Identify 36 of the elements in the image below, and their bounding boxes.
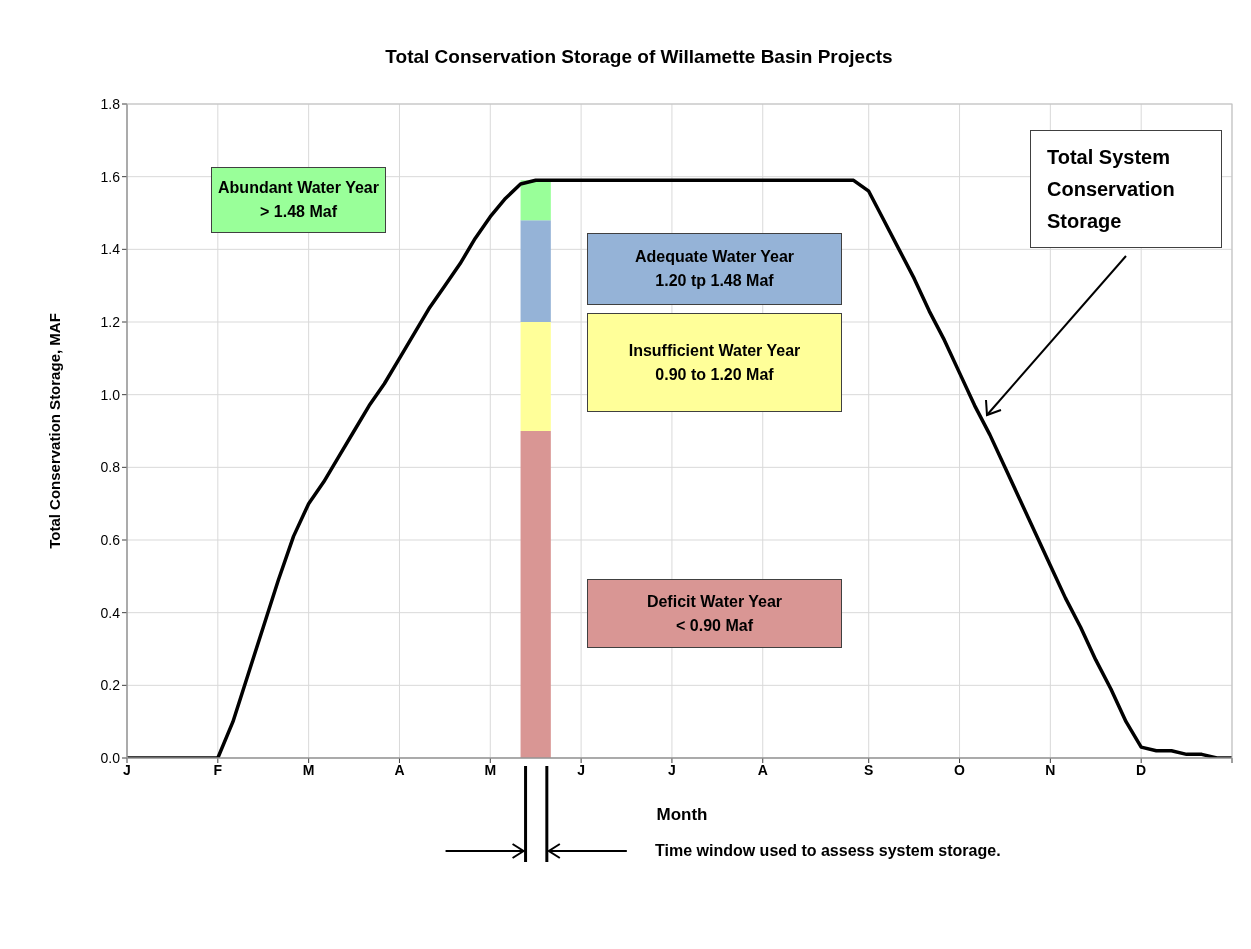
y-tick-label: 0.0 <box>100 749 121 766</box>
y-axis-title: Total Conservation Storage, MAF <box>46 313 63 549</box>
note-box: Insufficient Water Year 0.90 to 1.20 Maf <box>587 313 842 412</box>
y-tick-label: 0.4 <box>100 604 121 621</box>
y-tick-label: 1.2 <box>100 313 121 330</box>
y-tick-label: 0.2 <box>100 677 121 694</box>
x-axis-title: Month <box>656 805 708 824</box>
note-box: Adequate Water Year 1.20 tp 1.48 Maf <box>587 233 842 305</box>
x-tick-label: S <box>864 761 874 778</box>
y-tick-label: 1.8 <box>100 95 121 112</box>
x-tick-label: O <box>954 761 966 778</box>
y-tick-label: 0.6 <box>100 531 121 548</box>
annotation: Adequate Water Year 1.20 tp 1.48 Maf <box>634 247 795 291</box>
y-tick-label: 1.6 <box>100 168 121 185</box>
y-tick-label: 0.8 <box>100 459 121 476</box>
annotation: Deficit Water Year < 0.90 Maf <box>646 591 783 636</box>
x-tick-label: J <box>668 761 676 778</box>
annotation: Abundant Water Year > 1.48 Maf <box>218 178 379 222</box>
text: Time window used to assess system storage. <box>655 842 1001 860</box>
note-box: Total System Conservation Storage <box>1030 130 1222 248</box>
x-tick-label: N <box>1045 761 1056 778</box>
x-tick-label: F <box>213 761 223 778</box>
x-tick-label: J <box>123 761 131 778</box>
note-box: Deficit Water Year < 0.90 Maf <box>587 579 842 648</box>
chart-title: Total Conservation Storage of Willamette Basin Projects <box>384 46 894 68</box>
y-tick-label: 1.4 <box>100 241 121 258</box>
x-tick-label: A <box>757 761 768 778</box>
note-box: Abundant Water Year > 1.48 Maf <box>211 167 386 233</box>
x-tick-label: M <box>484 761 497 778</box>
x-tick-label: J <box>577 761 586 778</box>
annotation: Insufficient Water Year 0.90 to 1.20 Maf <box>628 340 801 385</box>
y-tick-label: 1.0 <box>100 386 121 403</box>
x-tick-label: M <box>302 761 315 778</box>
annotation: Total System Conservation Storage <box>1047 145 1176 234</box>
x-tick-label: D <box>1136 761 1147 778</box>
x-tick-label: A <box>394 761 405 778</box>
